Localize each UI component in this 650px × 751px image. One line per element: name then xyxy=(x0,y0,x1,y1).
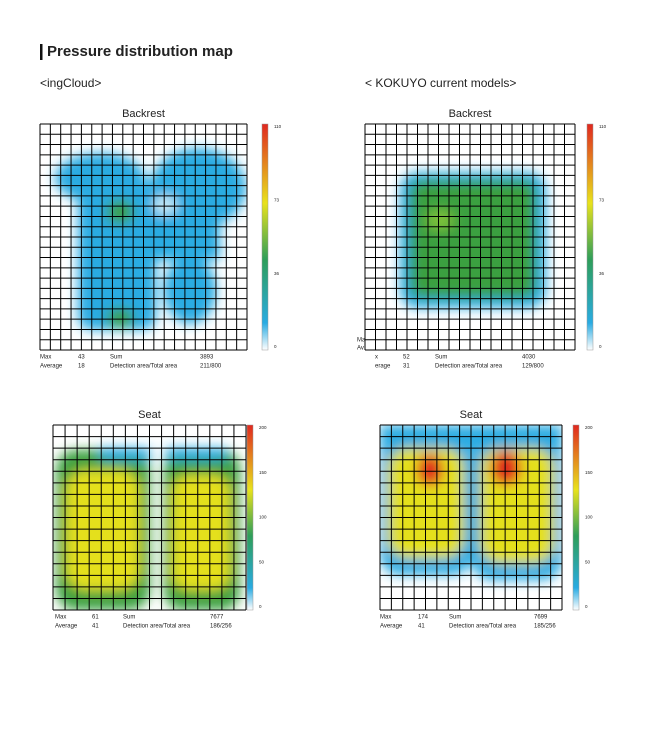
stat-text: Detection area/Total area xyxy=(449,624,517,630)
heat-blobs xyxy=(55,148,246,330)
color-scale xyxy=(586,123,594,351)
stat-fragment: Av xyxy=(357,346,364,352)
stat-text: Average xyxy=(40,364,63,370)
scale-tick-label: 50 xyxy=(585,559,591,564)
stat-text: Average xyxy=(55,624,78,630)
pressure-map: Backrest 110 73 36 0 x 52 Sum 4030 erage 31 Detecti… xyxy=(357,108,607,370)
scale-tick-label: 50 xyxy=(259,559,265,564)
scale-tick-label: 200 xyxy=(259,425,267,430)
pressure-map: Seat 200 150 100 50 0 Max 61 Sum 7677 Average 41 Det… xyxy=(52,409,267,630)
stat-fragment: Ma xyxy=(357,338,366,344)
stat-text: x xyxy=(375,355,378,361)
stat-text: Average xyxy=(380,624,403,630)
map-title: Seat xyxy=(138,409,161,421)
stat-text: 7699 xyxy=(534,615,548,621)
stat-text: Detection area/Total area xyxy=(123,624,191,630)
scale-tick-label: 0 xyxy=(585,604,588,609)
map-title: Backrest xyxy=(449,108,492,120)
page-title: Pressure distribution map xyxy=(47,43,233,60)
stat-text: 186/256 xyxy=(210,624,232,630)
heat-blobs xyxy=(400,172,546,308)
stat-text: 52 xyxy=(403,355,410,361)
scale-tick-label: 0 xyxy=(274,344,277,349)
scale-tick-label: 150 xyxy=(585,470,593,475)
scale-tick-label: 150 xyxy=(259,470,267,475)
scale-tick-label: 0 xyxy=(599,344,602,349)
map-title: Seat xyxy=(460,409,483,421)
stat-text: 185/256 xyxy=(534,624,556,630)
stat-text: erage xyxy=(375,364,391,370)
color-scale xyxy=(261,123,269,351)
stat-text: 61 xyxy=(92,615,99,621)
stat-text: Detection area/Total area xyxy=(435,364,503,370)
pressure-map: Backrest 110 73 36 0 Max 43 Sum 3893 Average 18 Det… xyxy=(39,108,282,370)
heat-blob xyxy=(166,448,226,460)
heat-blob xyxy=(172,475,230,590)
heat-blob xyxy=(426,210,454,230)
color-scale xyxy=(246,424,254,611)
map-title: Backrest xyxy=(122,108,165,120)
stat-text: Sum xyxy=(123,615,135,621)
stat-text: 4030 xyxy=(522,355,536,361)
stat-text: Sum xyxy=(110,355,122,361)
scale-tick-label: 73 xyxy=(274,198,280,203)
scale-tick-label: 36 xyxy=(599,271,605,276)
heatmap xyxy=(55,148,246,330)
stat-text: 3893 xyxy=(200,355,214,361)
title-bar xyxy=(40,44,43,60)
scale-tick-label: 0 xyxy=(259,604,262,609)
heat-blobs xyxy=(56,448,240,610)
stat-text: Max xyxy=(380,615,391,621)
heat-blob xyxy=(417,454,443,486)
heat-blob xyxy=(164,256,216,324)
heat-blob xyxy=(153,195,177,215)
heatmap xyxy=(56,448,240,610)
stat-text: 211/800 xyxy=(200,364,222,370)
scale-tick-label: 73 xyxy=(599,198,605,203)
stat-text: Max xyxy=(55,615,66,621)
stat-text: Sum xyxy=(449,615,461,621)
panel-label: <ingCloud> xyxy=(40,76,101,90)
stat-text: Detection area/Total area xyxy=(110,364,178,370)
stat-text: Sum xyxy=(435,355,447,361)
heat-blob xyxy=(410,180,536,298)
scale-tick-label: 200 xyxy=(585,425,593,430)
scale-tick-label: 100 xyxy=(585,515,593,520)
scale-tick-label: 110 xyxy=(274,124,282,129)
stat-text: 31 xyxy=(403,364,410,370)
stat-text: 41 xyxy=(418,624,425,630)
stat-text: 174 xyxy=(418,615,429,621)
stat-text: 7677 xyxy=(210,615,224,621)
color-scale xyxy=(572,424,580,611)
heat-blob xyxy=(106,200,134,224)
stat-text: 43 xyxy=(78,355,85,361)
heat-blob xyxy=(106,308,134,328)
scale-tick-label: 110 xyxy=(599,124,607,129)
pressure-map: Seat 200 150 100 50 0 Max 174 Sum 7699 Average 41 De… xyxy=(379,409,593,630)
stat-text: 18 xyxy=(78,364,85,370)
panel-label: < KOKUYO current models> xyxy=(365,76,516,90)
heat-blob xyxy=(78,180,156,330)
heat-blob xyxy=(66,470,140,590)
stat-text: 129/800 xyxy=(522,364,544,370)
heatmap xyxy=(400,172,546,308)
stat-text: Max xyxy=(40,355,51,361)
scale-tick-label: 100 xyxy=(259,515,267,520)
stat-text: 41 xyxy=(92,624,99,630)
scale-tick-label: 36 xyxy=(274,271,280,276)
